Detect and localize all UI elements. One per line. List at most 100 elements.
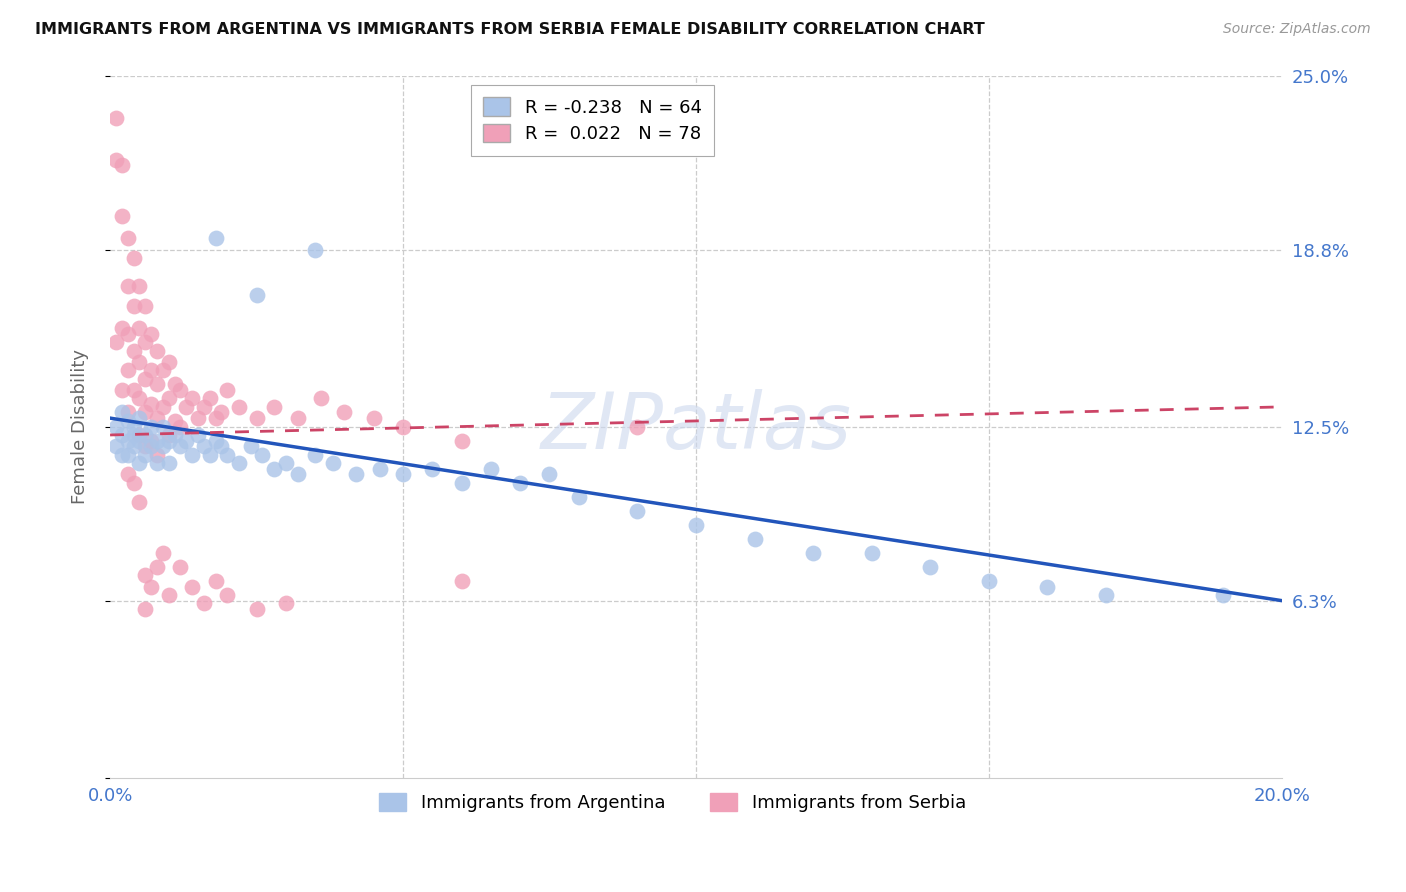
Point <box>228 400 250 414</box>
Point <box>139 326 162 341</box>
Point <box>304 243 326 257</box>
Point <box>134 405 156 419</box>
Point <box>626 504 648 518</box>
Point <box>134 448 156 462</box>
Point <box>139 363 162 377</box>
Point <box>198 448 221 462</box>
Point <box>217 383 239 397</box>
Point <box>117 448 139 462</box>
Point <box>169 439 191 453</box>
Point <box>685 517 707 532</box>
Point <box>204 231 226 245</box>
Point <box>204 434 226 448</box>
Point <box>128 279 150 293</box>
Point <box>245 287 267 301</box>
Point <box>450 434 472 448</box>
Point <box>111 158 134 172</box>
Point <box>163 428 186 442</box>
Point <box>146 377 169 392</box>
Point <box>198 392 221 406</box>
Point <box>117 434 139 448</box>
Point <box>111 405 134 419</box>
Point <box>117 363 139 377</box>
Point <box>111 321 134 335</box>
Point <box>117 326 139 341</box>
Point <box>117 279 139 293</box>
Point <box>157 355 180 369</box>
Point <box>104 153 127 167</box>
Point <box>104 439 127 453</box>
Point <box>122 419 145 434</box>
Point <box>245 411 267 425</box>
Point <box>181 580 204 594</box>
Point <box>152 363 174 377</box>
Point <box>128 411 150 425</box>
Point <box>181 448 204 462</box>
Point <box>860 546 883 560</box>
Point <box>157 456 180 470</box>
Point <box>117 414 139 428</box>
Point <box>333 405 356 419</box>
Point <box>479 461 502 475</box>
Point <box>134 439 156 453</box>
Point <box>209 439 232 453</box>
Point <box>152 400 174 414</box>
Point <box>117 405 139 419</box>
Point <box>134 602 156 616</box>
Point <box>193 439 215 453</box>
Point <box>152 439 174 453</box>
Point <box>128 456 150 470</box>
Point <box>392 467 415 482</box>
Point <box>1095 588 1118 602</box>
Point <box>368 461 391 475</box>
Point <box>217 448 239 462</box>
Point <box>152 546 174 560</box>
Point <box>538 467 561 482</box>
Point <box>134 428 156 442</box>
Point <box>146 448 169 462</box>
Point <box>128 392 150 406</box>
Point <box>626 419 648 434</box>
Point <box>363 411 385 425</box>
Point <box>228 456 250 470</box>
Point <box>122 299 145 313</box>
Point <box>117 467 139 482</box>
Point <box>252 448 274 462</box>
Point <box>122 475 145 490</box>
Point <box>169 419 191 434</box>
Point <box>122 439 145 453</box>
Point <box>111 448 134 462</box>
Point <box>174 434 197 448</box>
Point <box>287 411 309 425</box>
Point <box>193 400 215 414</box>
Point <box>245 602 267 616</box>
Point <box>344 467 367 482</box>
Point <box>209 405 232 419</box>
Point <box>163 414 186 428</box>
Point <box>239 439 262 453</box>
Point <box>104 111 127 125</box>
Text: ZIPatlas: ZIPatlas <box>540 389 852 465</box>
Point <box>169 383 191 397</box>
Point <box>744 532 766 546</box>
Point <box>134 299 156 313</box>
Point <box>274 456 297 470</box>
Point <box>450 475 472 490</box>
Y-axis label: Female Disability: Female Disability <box>72 349 89 504</box>
Point <box>193 597 215 611</box>
Point <box>274 597 297 611</box>
Point <box>134 372 156 386</box>
Point <box>134 568 156 582</box>
Point <box>122 343 145 358</box>
Point <box>977 574 1000 588</box>
Point <box>287 467 309 482</box>
Point <box>920 560 942 574</box>
Point <box>134 335 156 350</box>
Point <box>304 448 326 462</box>
Point <box>111 428 134 442</box>
Point <box>139 439 162 453</box>
Point <box>111 383 134 397</box>
Point <box>128 428 150 442</box>
Point <box>128 434 150 448</box>
Point <box>122 428 145 442</box>
